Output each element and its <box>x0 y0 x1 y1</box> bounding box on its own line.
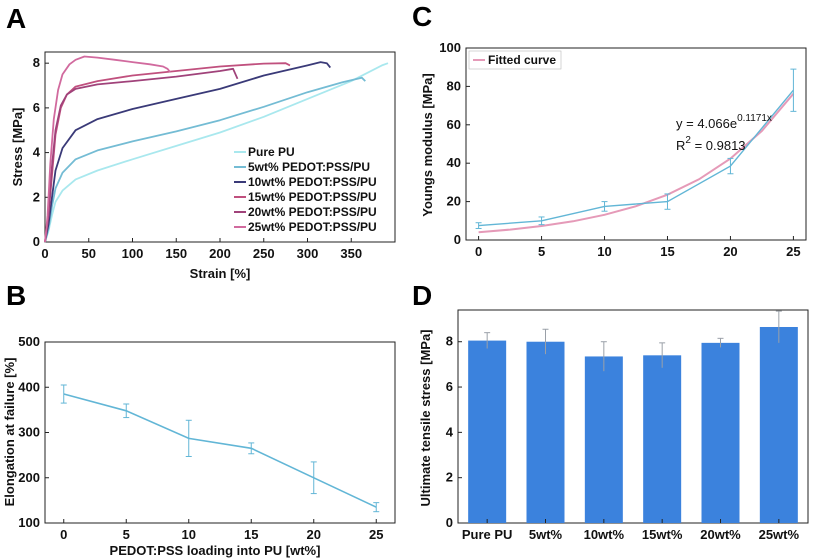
panel-d-x-tick-label: 25wt% <box>759 527 800 542</box>
panel-b-y-axis-title: Elongation at failure [%] <box>2 358 17 507</box>
panel-c-fit-equation: y = 4.066e0.1171x <box>676 113 772 131</box>
panel-b-y-tick-label: 400 <box>18 379 40 394</box>
panel-d-y-tick-label: 6 <box>446 379 453 394</box>
panel-d-x-tick-label: 20wt% <box>700 527 741 542</box>
panel-b-series-line <box>63 393 377 508</box>
panel-c-x-tick-label: 10 <box>597 244 611 259</box>
panel-a-series-line-1 <box>44 76 366 243</box>
panel-c-y-tick-label: 20 <box>447 194 461 209</box>
panel-b-y-tick-label: 500 <box>18 334 40 349</box>
panel-b-x-tick-label: 25 <box>369 527 383 542</box>
panel-d-y-tick-label: 0 <box>446 515 453 530</box>
panel-a-x-tick-label: 300 <box>297 246 319 261</box>
panel-a-legend-label-0: Pure PU <box>248 145 295 159</box>
panel-b-x-tick-label: 15 <box>244 527 258 542</box>
panel-c-youngs-modulus-chart: 0 20 40 60 80 100 0 5 10 15 20 25 Fitted curve y = … <box>420 40 807 259</box>
panel-a-series-line-0 <box>44 62 389 243</box>
panel-c-measured-line <box>478 89 794 227</box>
panel-d-x-tick-label: 5wt% <box>529 527 563 542</box>
panel-b-x-tick-label: 0 <box>60 527 67 542</box>
panel-a-legend-label-2: 10wt% PEDOT:PSS/PU <box>248 175 377 189</box>
panel-d-bar <box>468 340 507 523</box>
panel-c-fitted-curve <box>478 93 795 234</box>
panel-a-x-tick-label: 0 <box>41 246 48 261</box>
panel-c-y-tick-label: 80 <box>447 78 461 93</box>
panel-a-series-line-5 <box>44 55 171 243</box>
panel-c-letter: C <box>412 1 432 32</box>
panel-b-elongation-chart: 100 200 300 400 500 0 5 10 15 20 25 PEDOT:PSS load… <box>2 334 396 558</box>
panel-c-y-tick-label: 40 <box>447 155 461 170</box>
panel-c-x-tick-label: 15 <box>660 244 674 259</box>
panel-a-x-tick-label: 100 <box>122 246 144 261</box>
panel-b-x-tick-label: 20 <box>307 527 321 542</box>
panel-b-x-axis-title: PEDOT:PSS loading into PU [wt%] <box>110 543 321 558</box>
panel-d-plot-area <box>457 309 809 524</box>
panel-d-y-tick-label: 4 <box>446 424 454 439</box>
panel-b-x-tick-label: 5 <box>123 527 130 542</box>
panel-a-series-line-2 <box>44 61 332 243</box>
panel-d-tensile-stress-chart: 0 2 4 6 8 Pure PU 5wt% 10wt% 15wt% 20wt% 25wt% Ul… <box>418 309 809 542</box>
panel-a-y-tick-label: 2 <box>33 189 40 204</box>
panel-a-series-line-4 <box>44 67 239 243</box>
panel-a-y-tick-label: 6 <box>33 100 40 115</box>
panel-c-r-squared: R2 = 0.9813 <box>676 135 746 153</box>
panel-d-y-tick-label: 2 <box>446 470 453 485</box>
panel-c-x-tick-label: 5 <box>538 244 545 259</box>
panel-a-y-axis-title: Stress [MPa] <box>10 108 25 187</box>
panel-d-x-tick-label: 10wt% <box>584 527 625 542</box>
panel-a-x-tick-label: 350 <box>340 246 362 261</box>
panel-c-legend-label: Fitted curve <box>488 53 556 67</box>
panel-c-y-tick-label: 100 <box>439 40 461 55</box>
panel-b-plot-area <box>44 341 396 524</box>
panel-a-legend-label-1: 5wt% PEDOT:PSS/PU <box>248 160 370 174</box>
panel-d-x-tick-label: 15wt% <box>642 527 683 542</box>
panel-a-y-tick-label: 0 <box>33 234 40 249</box>
panel-d-y-axis-title: Ultimate tensile stress [MPa] <box>418 329 433 506</box>
panel-a-x-tick-label: 150 <box>165 246 187 261</box>
panel-b-y-tick-label: 100 <box>18 515 40 530</box>
panel-c-x-tick-label: 0 <box>475 244 482 259</box>
panel-d-x-tick-label: Pure PU <box>462 527 513 542</box>
panel-c-y-tick-label: 0 <box>454 232 461 247</box>
panel-b-x-tick-label: 10 <box>182 527 196 542</box>
panel-d-bar <box>759 326 798 523</box>
panel-a-letter: A <box>6 3 26 34</box>
panel-c-x-tick-label: 20 <box>723 244 737 259</box>
panel-c-legend-box <box>468 50 562 70</box>
panel-d-letter: D <box>412 280 432 311</box>
panel-a-x-tick-label: 250 <box>253 246 275 261</box>
panel-d-bar <box>701 342 740 523</box>
panel-b-letter: B <box>6 280 26 311</box>
panel-a-legend-label-3: 15wt% PEDOT:PSS/PU <box>248 190 377 204</box>
panel-d-y-tick-label: 8 <box>446 334 453 349</box>
panel-c-x-tick-label: 25 <box>786 244 800 259</box>
panel-d-bar <box>526 341 565 523</box>
panel-c-y-axis-title: Youngs modulus [MPa] <box>420 73 435 216</box>
panel-a-y-tick-label: 4 <box>33 145 41 160</box>
panel-c-y-tick-label: 60 <box>447 117 461 132</box>
panel-d-bar <box>584 356 623 523</box>
panel-b-y-tick-label: 300 <box>18 425 40 440</box>
panel-a-legend-label-5: 25wt% PEDOT:PSS/PU <box>248 220 377 234</box>
panel-b-y-tick-label: 200 <box>18 470 40 485</box>
panel-a-x-tick-label: 200 <box>209 246 231 261</box>
panel-d-bar <box>643 355 682 523</box>
panel-c-plot-area <box>465 47 807 241</box>
panel-a-legend-label-4: 20wt% PEDOT:PSS/PU <box>248 205 377 219</box>
panel-a-y-tick-label: 8 <box>33 55 40 70</box>
panel-a-x-axis-title: Strain [%] <box>190 266 251 281</box>
panel-a-x-tick-label: 50 <box>82 246 96 261</box>
